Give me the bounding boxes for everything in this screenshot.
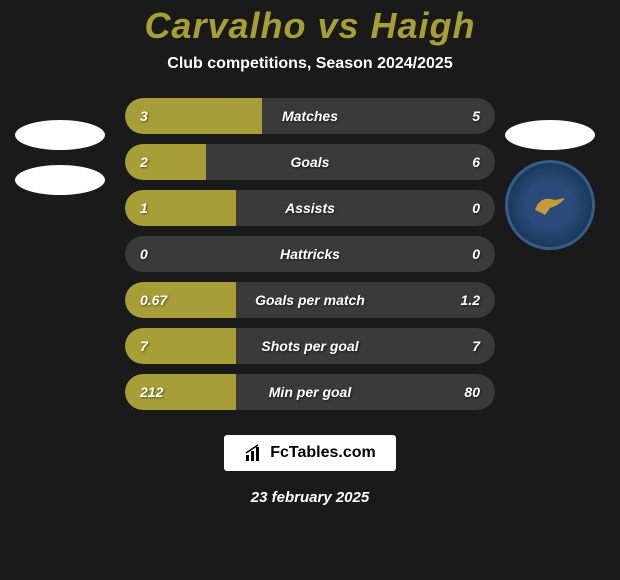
stat-value-right: 0 <box>472 200 480 216</box>
stat-label: Min per goal <box>269 384 351 400</box>
ellipse-shape <box>505 120 595 150</box>
ellipse-shape <box>15 120 105 150</box>
stat-value-right: 7 <box>472 338 480 354</box>
stat-value-left: 7 <box>140 338 148 354</box>
stat-row: 212 80 Min per goal <box>125 374 495 410</box>
stat-label: Assists <box>285 200 335 216</box>
stats-container: 3 5 Matches 2 6 Goals 1 0 Assists 0 0 Hattricks 0.67… <box>125 98 495 410</box>
ellipse-shape <box>15 165 105 195</box>
stat-row: 2 6 Goals <box>125 144 495 180</box>
stat-label: Shots per goal <box>261 338 358 354</box>
stat-value-left: 0.67 <box>140 292 167 308</box>
stat-value-right: 5 <box>472 108 480 124</box>
footer-date: 23 february 2025 <box>251 489 369 506</box>
stat-value-left: 2 <box>140 154 148 170</box>
stat-value-left: 1 <box>140 200 148 216</box>
stat-value-left: 212 <box>140 384 163 400</box>
stat-fill-left <box>125 144 206 180</box>
page-subtitle: Club competitions, Season 2024/2025 <box>167 55 452 73</box>
stat-label: Goals per match <box>255 292 365 308</box>
stat-value-right: 6 <box>472 154 480 170</box>
stat-value-right: 0 <box>472 246 480 262</box>
stat-row: 7 7 Shots per goal <box>125 328 495 364</box>
chart-icon <box>244 443 264 463</box>
left-player-badge <box>10 120 110 220</box>
stat-row: 0.67 1.2 Goals per match <box>125 282 495 318</box>
branding-text: FcTables.com <box>270 444 376 462</box>
bird-icon <box>530 190 570 220</box>
stat-label: Matches <box>282 108 338 124</box>
stat-label: Goals <box>291 154 330 170</box>
right-player-badge <box>500 120 600 300</box>
stat-value-left: 3 <box>140 108 148 124</box>
branding-badge: FcTables.com <box>224 435 396 471</box>
stat-row: 3 5 Matches <box>125 98 495 134</box>
stat-label: Hattricks <box>280 246 340 262</box>
stat-value-right: 1.2 <box>461 292 480 308</box>
stat-value-left: 0 <box>140 246 148 262</box>
stat-row: 1 0 Assists <box>125 190 495 226</box>
club-badge-icon <box>505 160 595 250</box>
page-title: Carvalho vs Haigh <box>144 5 475 47</box>
stat-value-right: 80 <box>464 384 480 400</box>
stat-row: 0 0 Hattricks <box>125 236 495 272</box>
